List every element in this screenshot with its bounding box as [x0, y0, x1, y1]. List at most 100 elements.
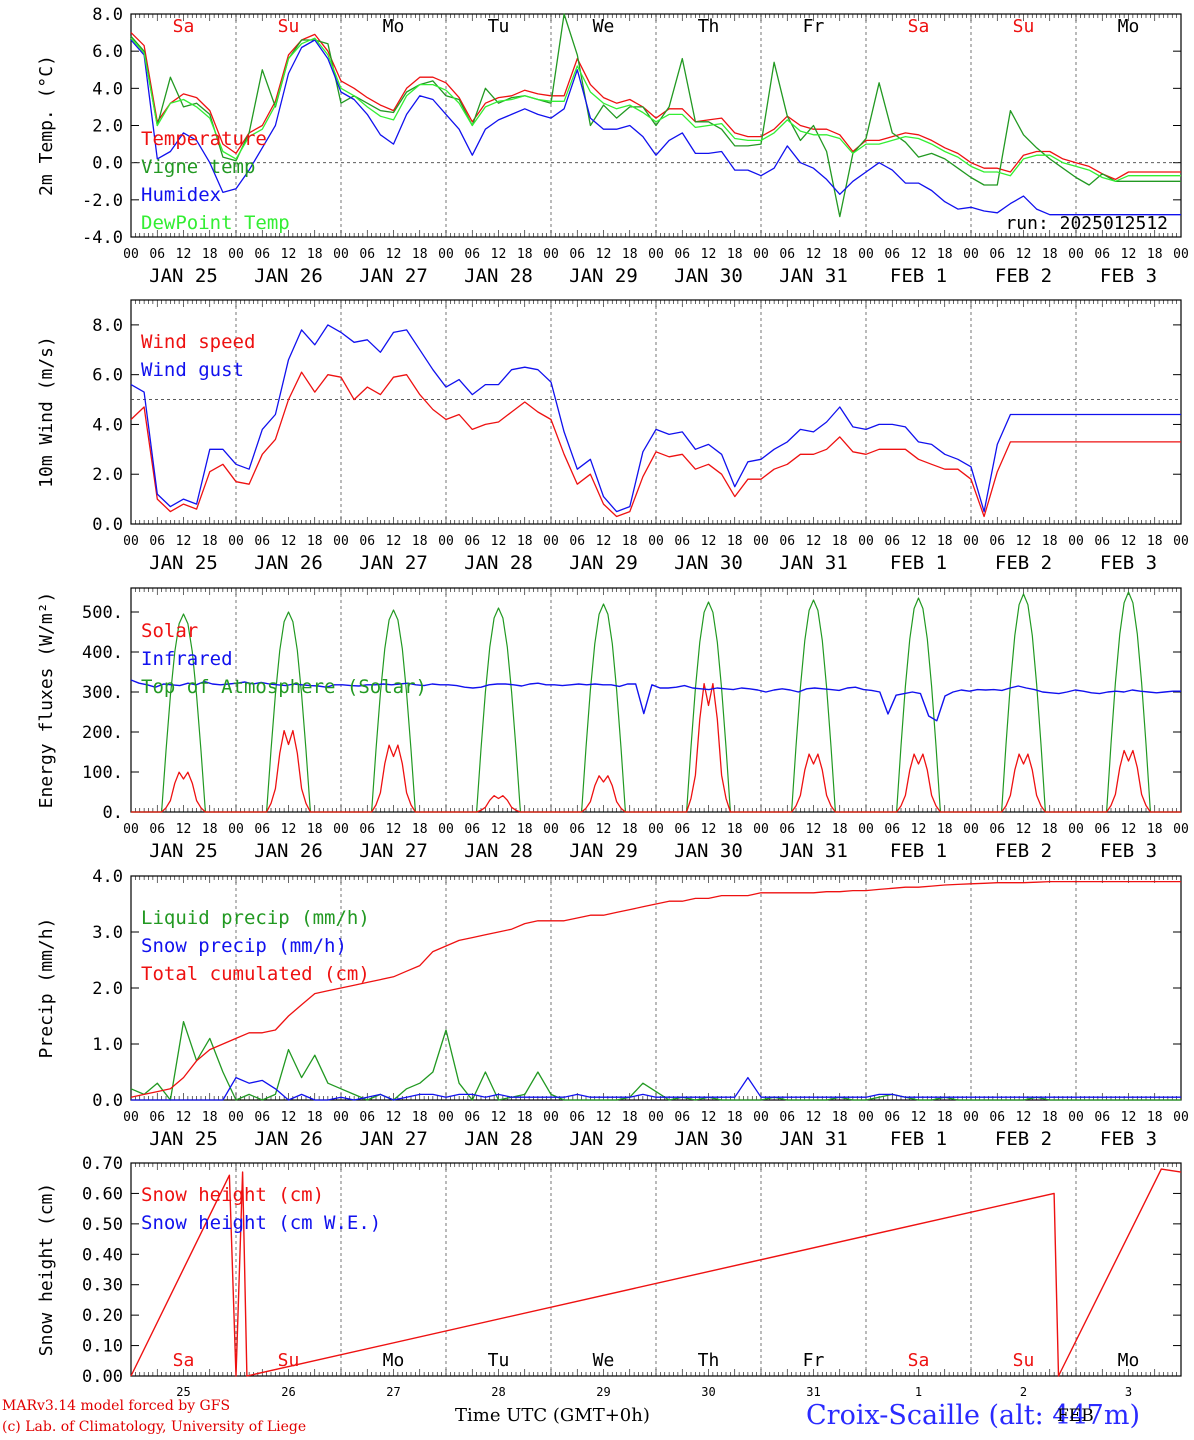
weekday-label: Sa [908, 16, 930, 37]
hour-label: 00 [648, 1110, 664, 1125]
date-label: JAN 25 [149, 265, 218, 287]
hour-label: 18 [412, 1110, 428, 1125]
hour-label: 00 [123, 1110, 139, 1125]
hour-label: 00 [753, 534, 769, 549]
weekday-label: Sa [908, 1350, 930, 1371]
hour-label: 18 [412, 247, 428, 262]
hour-label: 12 [491, 1110, 507, 1125]
hour-label: 12 [701, 822, 717, 837]
hour-label: 18 [517, 822, 533, 837]
date-label: FEB 3 [1100, 1128, 1157, 1150]
hour-label: 00 [1068, 1110, 1084, 1125]
hour-label: 06 [569, 1110, 585, 1125]
solar-line [131, 682, 1181, 813]
hour-label: 18 [727, 534, 743, 549]
hour-label: 00 [438, 1110, 454, 1125]
y-tick-label: 2.0 [92, 979, 123, 999]
hour-label: 18 [412, 822, 428, 837]
weekday-label: Su [278, 1350, 300, 1371]
weekday-label: Fr [803, 1350, 825, 1371]
legend-entry: Wind speed [141, 331, 255, 353]
weekday-label: Sa [173, 1350, 195, 1371]
y-tick-label: 0.50 [82, 1215, 123, 1235]
hour-label: 06 [569, 822, 585, 837]
hour-label: 12 [806, 247, 822, 262]
panel-2-frame [130, 299, 1182, 525]
hour-label: 00 [543, 1110, 559, 1125]
hour-label: 06 [254, 534, 270, 549]
hour-label: 00 [648, 822, 664, 837]
hour-label: 12 [491, 534, 507, 549]
hour-label: 12 [596, 534, 612, 549]
hour-label: 06 [674, 247, 690, 262]
date-label: JAN 27 [359, 265, 428, 287]
y-tick-label: 100. [82, 763, 123, 783]
legend-entry: Solar [141, 620, 198, 642]
hour-label: 06 [779, 822, 795, 837]
hour-label: 00 [228, 822, 244, 837]
hour-label: 06 [359, 534, 375, 549]
hour-label: 06 [674, 822, 690, 837]
y-axis-label: 10m Wind (m/s) [36, 336, 57, 488]
hour-label: 12 [176, 822, 192, 837]
hour-label: 00 [963, 1110, 979, 1125]
hour-label: 18 [622, 822, 638, 837]
hour-label: 12 [386, 1110, 402, 1125]
hour-label: 00 [858, 822, 874, 837]
hour-label: 06 [149, 534, 165, 549]
run-label: run: 2025012512 [1005, 213, 1168, 234]
hour-label: 06 [674, 534, 690, 549]
hour-label: 06 [1094, 534, 1110, 549]
hour-label: 06 [464, 822, 480, 837]
weekday-label: Tu [488, 1350, 510, 1371]
date-label: JAN 25 [149, 552, 218, 574]
hour-label: 12 [1121, 1110, 1137, 1125]
hour-label: 12 [911, 1110, 927, 1125]
hour-label: 00 [228, 1110, 244, 1125]
legend-entry: Humidex [141, 184, 221, 206]
y-tick-label: 0.0 [92, 515, 123, 535]
y-axis-label: 2m Temp. (°C) [36, 55, 57, 196]
hour-label: 00 [333, 822, 349, 837]
hour-label: 00 [228, 534, 244, 549]
hour-label: 18 [937, 1110, 953, 1125]
legend-entry: Liquid precip (mm/h) [141, 907, 370, 929]
hour-label: 18 [937, 247, 953, 262]
date-label: JAN 30 [674, 265, 743, 287]
series-line-temperature [130, 32, 1181, 181]
legend-entry: Wind gust [141, 359, 244, 381]
hour-label: 06 [464, 1110, 480, 1125]
x-axis-unit: FEB [1057, 1406, 1094, 1426]
hour-label: 18 [1042, 822, 1058, 837]
hour-label: 12 [176, 534, 192, 549]
legend-entry: Snow precip (mm/h) [141, 935, 347, 957]
hour-label: 12 [491, 822, 507, 837]
legend-entry: Total cumulated (cm) [141, 963, 370, 985]
y-tick-label: 4.0 [92, 415, 123, 435]
hour-label: 00 [753, 822, 769, 837]
hour-label: 00 [858, 534, 874, 549]
hour-label: 06 [359, 247, 375, 262]
hour-label: 06 [674, 1110, 690, 1125]
hour-label: 00 [1173, 1110, 1189, 1125]
hour-label: 12 [281, 247, 297, 262]
hour-label: 12 [1121, 534, 1137, 549]
date-label: JAN 28 [464, 1128, 533, 1150]
hour-label: 18 [832, 534, 848, 549]
day-number-label: 30 [701, 1385, 715, 1399]
y-tick-label: 0.00 [82, 1367, 123, 1387]
day-number-label: 25 [176, 1385, 190, 1399]
day-number-label: 28 [491, 1385, 505, 1399]
series-line-liquid-precip-mm-h- [130, 1020, 1181, 1101]
y-tick-label: 2.0 [92, 465, 123, 485]
date-label: FEB 1 [890, 265, 947, 287]
date-label: JAN 26 [254, 265, 323, 287]
hour-label: 00 [858, 1110, 874, 1125]
hour-label: 12 [911, 534, 927, 549]
hour-label: 12 [806, 822, 822, 837]
date-label: JAN 30 [674, 552, 743, 574]
date-label: JAN 30 [674, 1128, 743, 1150]
hour-label: 18 [202, 534, 218, 549]
series-line-vigne-temp [130, 13, 1181, 218]
y-tick-label: 300. [82, 683, 123, 703]
